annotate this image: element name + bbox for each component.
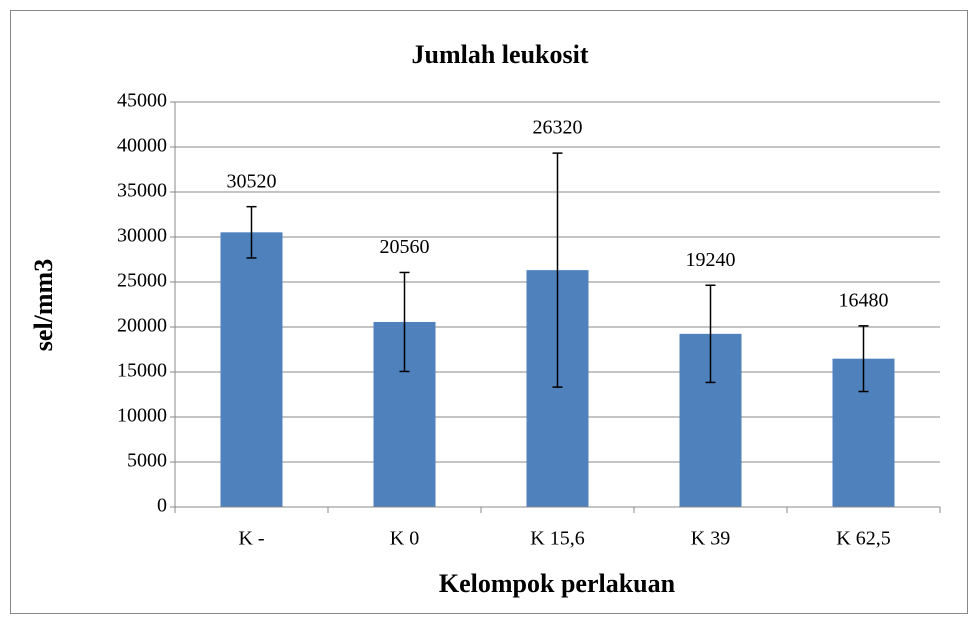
y-tick-label: 25000 [117,270,167,292]
y-tick-label: 15000 [117,360,167,382]
x-axis-label: Kelompok perlakuan [439,569,676,598]
y-tick-label: 0 [157,495,167,517]
value-label: 26320 [533,117,583,139]
value-label: 19240 [686,249,736,271]
value-label: 16480 [839,289,889,311]
y-tick-label: 10000 [117,405,167,427]
y-tick-label: 35000 [117,180,167,202]
chart-title: Jumlah leukosit [412,40,589,69]
x-tick-label: K - [238,528,264,550]
bar [220,232,283,507]
y-tick-label: 40000 [117,135,167,157]
y-tick-label: 30000 [117,225,167,247]
x-tick-label: K 62,5 [836,528,890,550]
value-label: 20560 [380,236,430,258]
y-tick-label: 5000 [127,450,167,472]
y-tick-label: 45000 [117,90,167,112]
chart-border [10,10,968,614]
x-tick-label: K 15,6 [530,528,584,550]
y-axis-label: sel/mm3 [29,259,58,351]
x-tick-label: K 0 [390,528,419,550]
value-label: 30520 [227,170,277,192]
x-tick-label: K 39 [691,528,730,550]
y-tick-label: 20000 [117,315,167,337]
